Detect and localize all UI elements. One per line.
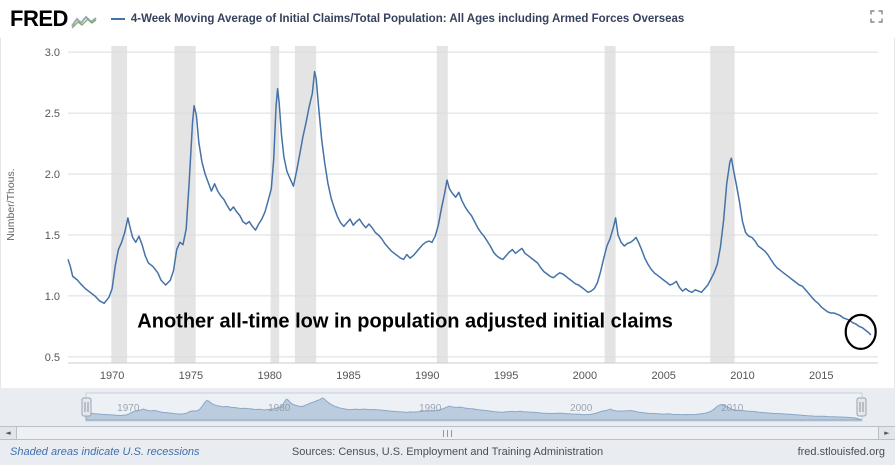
annotation-text: Another all-time low in population adjus…: [137, 311, 673, 333]
y-tick-label: 2.0: [45, 169, 60, 181]
chart-footer: Shaded areas indicate U.S. recessions So…: [0, 443, 895, 465]
x-tick-label: 1990: [415, 370, 439, 382]
x-tick-label: 1970: [100, 370, 124, 382]
navigator-handle-right[interactable]: [856, 397, 867, 417]
recession-band: [270, 46, 280, 363]
series-line: [67, 70, 872, 336]
x-tick-label: 1995: [494, 370, 518, 382]
sources-note: Sources: Census, U.S. Employment and Tra…: [291, 446, 604, 458]
y-tick-label: 2.5: [45, 108, 60, 120]
x-tick-label: 2000: [573, 370, 597, 382]
y-tick-label: 3.0: [45, 47, 60, 59]
recession-band: [710, 46, 735, 363]
all-time-low-circle: [844, 313, 877, 350]
recession-band: [174, 46, 196, 363]
chart-bottom-panel: 1970 1980 1990 2000 2010 ◄ ► Shaded areas in…: [0, 388, 895, 465]
y-tick-label: 1.0: [45, 291, 60, 303]
fred-url-link[interactable]: fred.stlouisfed.org: [797, 446, 885, 458]
navigator-decade-label: 2010: [721, 403, 744, 414]
navigator-area: [85, 397, 863, 421]
y-axis-title: Number/Thous.: [5, 168, 17, 240]
range-navigator[interactable]: 1970 1980 1990 2000 2010: [0, 390, 895, 424]
navigator-handle-left[interactable]: [81, 397, 92, 417]
x-tick-label: 2010: [730, 370, 754, 382]
recession-note: Shaded areas indicate U.S. recessions: [10, 446, 200, 458]
y-tick-label: 0.5: [45, 352, 60, 364]
horizontal-scrollbar[interactable]: ◄ ►: [0, 426, 895, 440]
main-chart[interactable]: 0.5 1.0 1.5 2.0 2.5 3.0 1970 1975 1980 1985 1990 19…: [0, 38, 895, 390]
fred-logo[interactable]: FRED: [10, 8, 97, 30]
legend-line-swatch: [110, 18, 125, 20]
navigator-decade-label: 1980: [268, 403, 291, 414]
x-tick-label: 2005: [651, 370, 675, 382]
scrollbar-grip: [443, 429, 444, 437]
x-tick-label: 1975: [179, 370, 203, 382]
navigator-decade-label: 1970: [117, 403, 140, 414]
navigator-svg: 1970 1980 1990 2000 2010: [81, 392, 867, 422]
navigator-decade-label: 2000: [570, 403, 593, 414]
main-chart-svg: 0.5 1.0 1.5 2.0 2.5 3.0 1970 1975 1980 1985 1990 19…: [5, 46, 878, 382]
x-tick-label: 1985: [336, 370, 360, 382]
scroll-right-button[interactable]: ►: [878, 427, 895, 439]
logo-squiggle-icon: [71, 15, 97, 29]
scrollbar-grip: [447, 429, 448, 437]
chart-header: FRED 4-Week Moving Average of Initial Cl…: [0, 0, 895, 38]
scroll-left-button[interactable]: ◄: [0, 427, 17, 439]
recession-band: [604, 46, 616, 363]
fred-logo-text: FRED: [10, 6, 68, 31]
y-tick-label: 1.5: [45, 230, 60, 242]
series-legend: 4-Week Moving Average of Initial Claims/…: [110, 13, 685, 25]
fullscreen-icon[interactable]: [868, 8, 885, 30]
navigator-decade-label: 1990: [419, 403, 442, 414]
scrollbar-thumb[interactable]: [17, 427, 878, 439]
scrollbar-grip: [451, 429, 452, 437]
recession-band: [111, 46, 128, 363]
x-tick-label: 2015: [809, 370, 833, 382]
x-tick-label: 1980: [257, 370, 281, 382]
series-title: 4-Week Moving Average of Initial Claims/…: [130, 13, 685, 25]
recession-band: [294, 46, 317, 363]
